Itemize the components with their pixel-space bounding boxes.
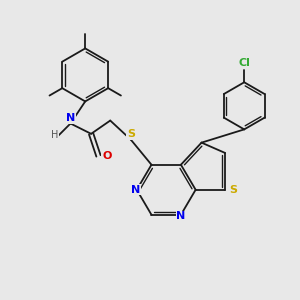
Text: S: S xyxy=(229,185,237,195)
Text: N: N xyxy=(176,211,185,221)
Text: N: N xyxy=(131,185,140,195)
Text: H: H xyxy=(51,130,58,140)
Text: O: O xyxy=(102,151,111,161)
Text: Cl: Cl xyxy=(238,58,250,68)
Text: N: N xyxy=(66,113,75,124)
Text: S: S xyxy=(127,129,135,140)
